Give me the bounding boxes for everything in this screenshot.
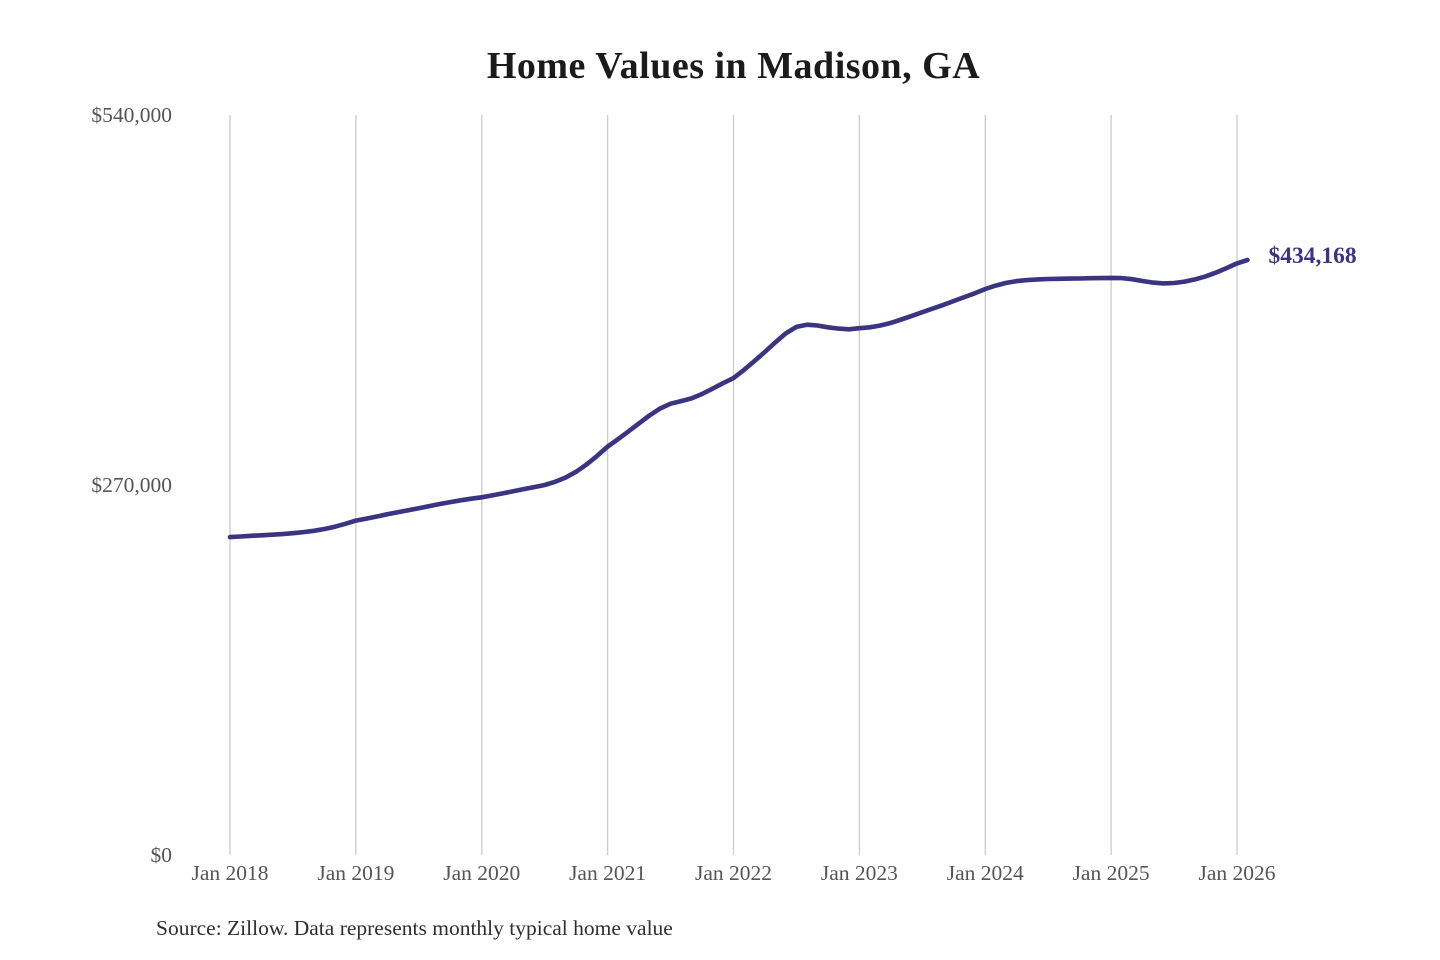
x-tick-label: Jan 2022 (695, 861, 772, 885)
x-tick-label: Jan 2018 (191, 861, 268, 885)
gridlines (229, 115, 1238, 855)
end-value-label: $434,168 (1269, 243, 1357, 269)
y-tick-label: $270,000 (91, 473, 172, 497)
x-tick-label: Jan 2021 (569, 861, 646, 885)
x-tick-label: Jan 2023 (821, 861, 898, 885)
x-tick-label: Jan 2025 (1073, 861, 1150, 885)
x-tick-label: Jan 2024 (947, 861, 1024, 885)
x-tick-label: Jan 2026 (1198, 861, 1275, 885)
x-axis-ticks: Jan 2018 Jan 2019 Jan 2020 Jan 2021 Jan 2022… (191, 861, 1275, 885)
x-tick-label: Jan 2019 (317, 861, 394, 885)
y-axis-ticks: $0 $270,000 $540,000 (91, 103, 172, 867)
chart-title: Home Values in Madison, GA (486, 45, 981, 87)
x-tick-label: Jan 2020 (443, 861, 520, 885)
source-note: Source: Zillow. Data represents monthly … (156, 916, 673, 940)
y-tick-label: $0 (151, 843, 173, 867)
series-line (227, 257, 1250, 540)
y-tick-label: $540,000 (91, 103, 172, 127)
